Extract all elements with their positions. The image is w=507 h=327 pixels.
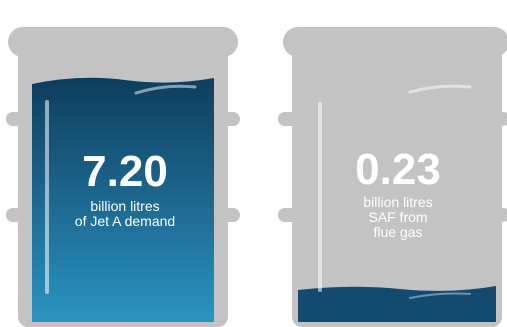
value: 0.23 [355,145,441,194]
barrel-left: 7.20 billion litres of Jet A demand [6,27,240,327]
label-line: billion litres [90,198,159,214]
label-line: billion litres [363,194,432,210]
value: 7.20 [82,147,168,196]
label-line: of Jet A demand [75,213,175,229]
liquid [32,77,214,322]
label-line: SAF from [368,209,427,225]
barrel-right: 0.23 billion litres SAF from flue gas [278,27,507,327]
liquid [298,286,496,322]
label-line: flue gas [373,224,422,240]
